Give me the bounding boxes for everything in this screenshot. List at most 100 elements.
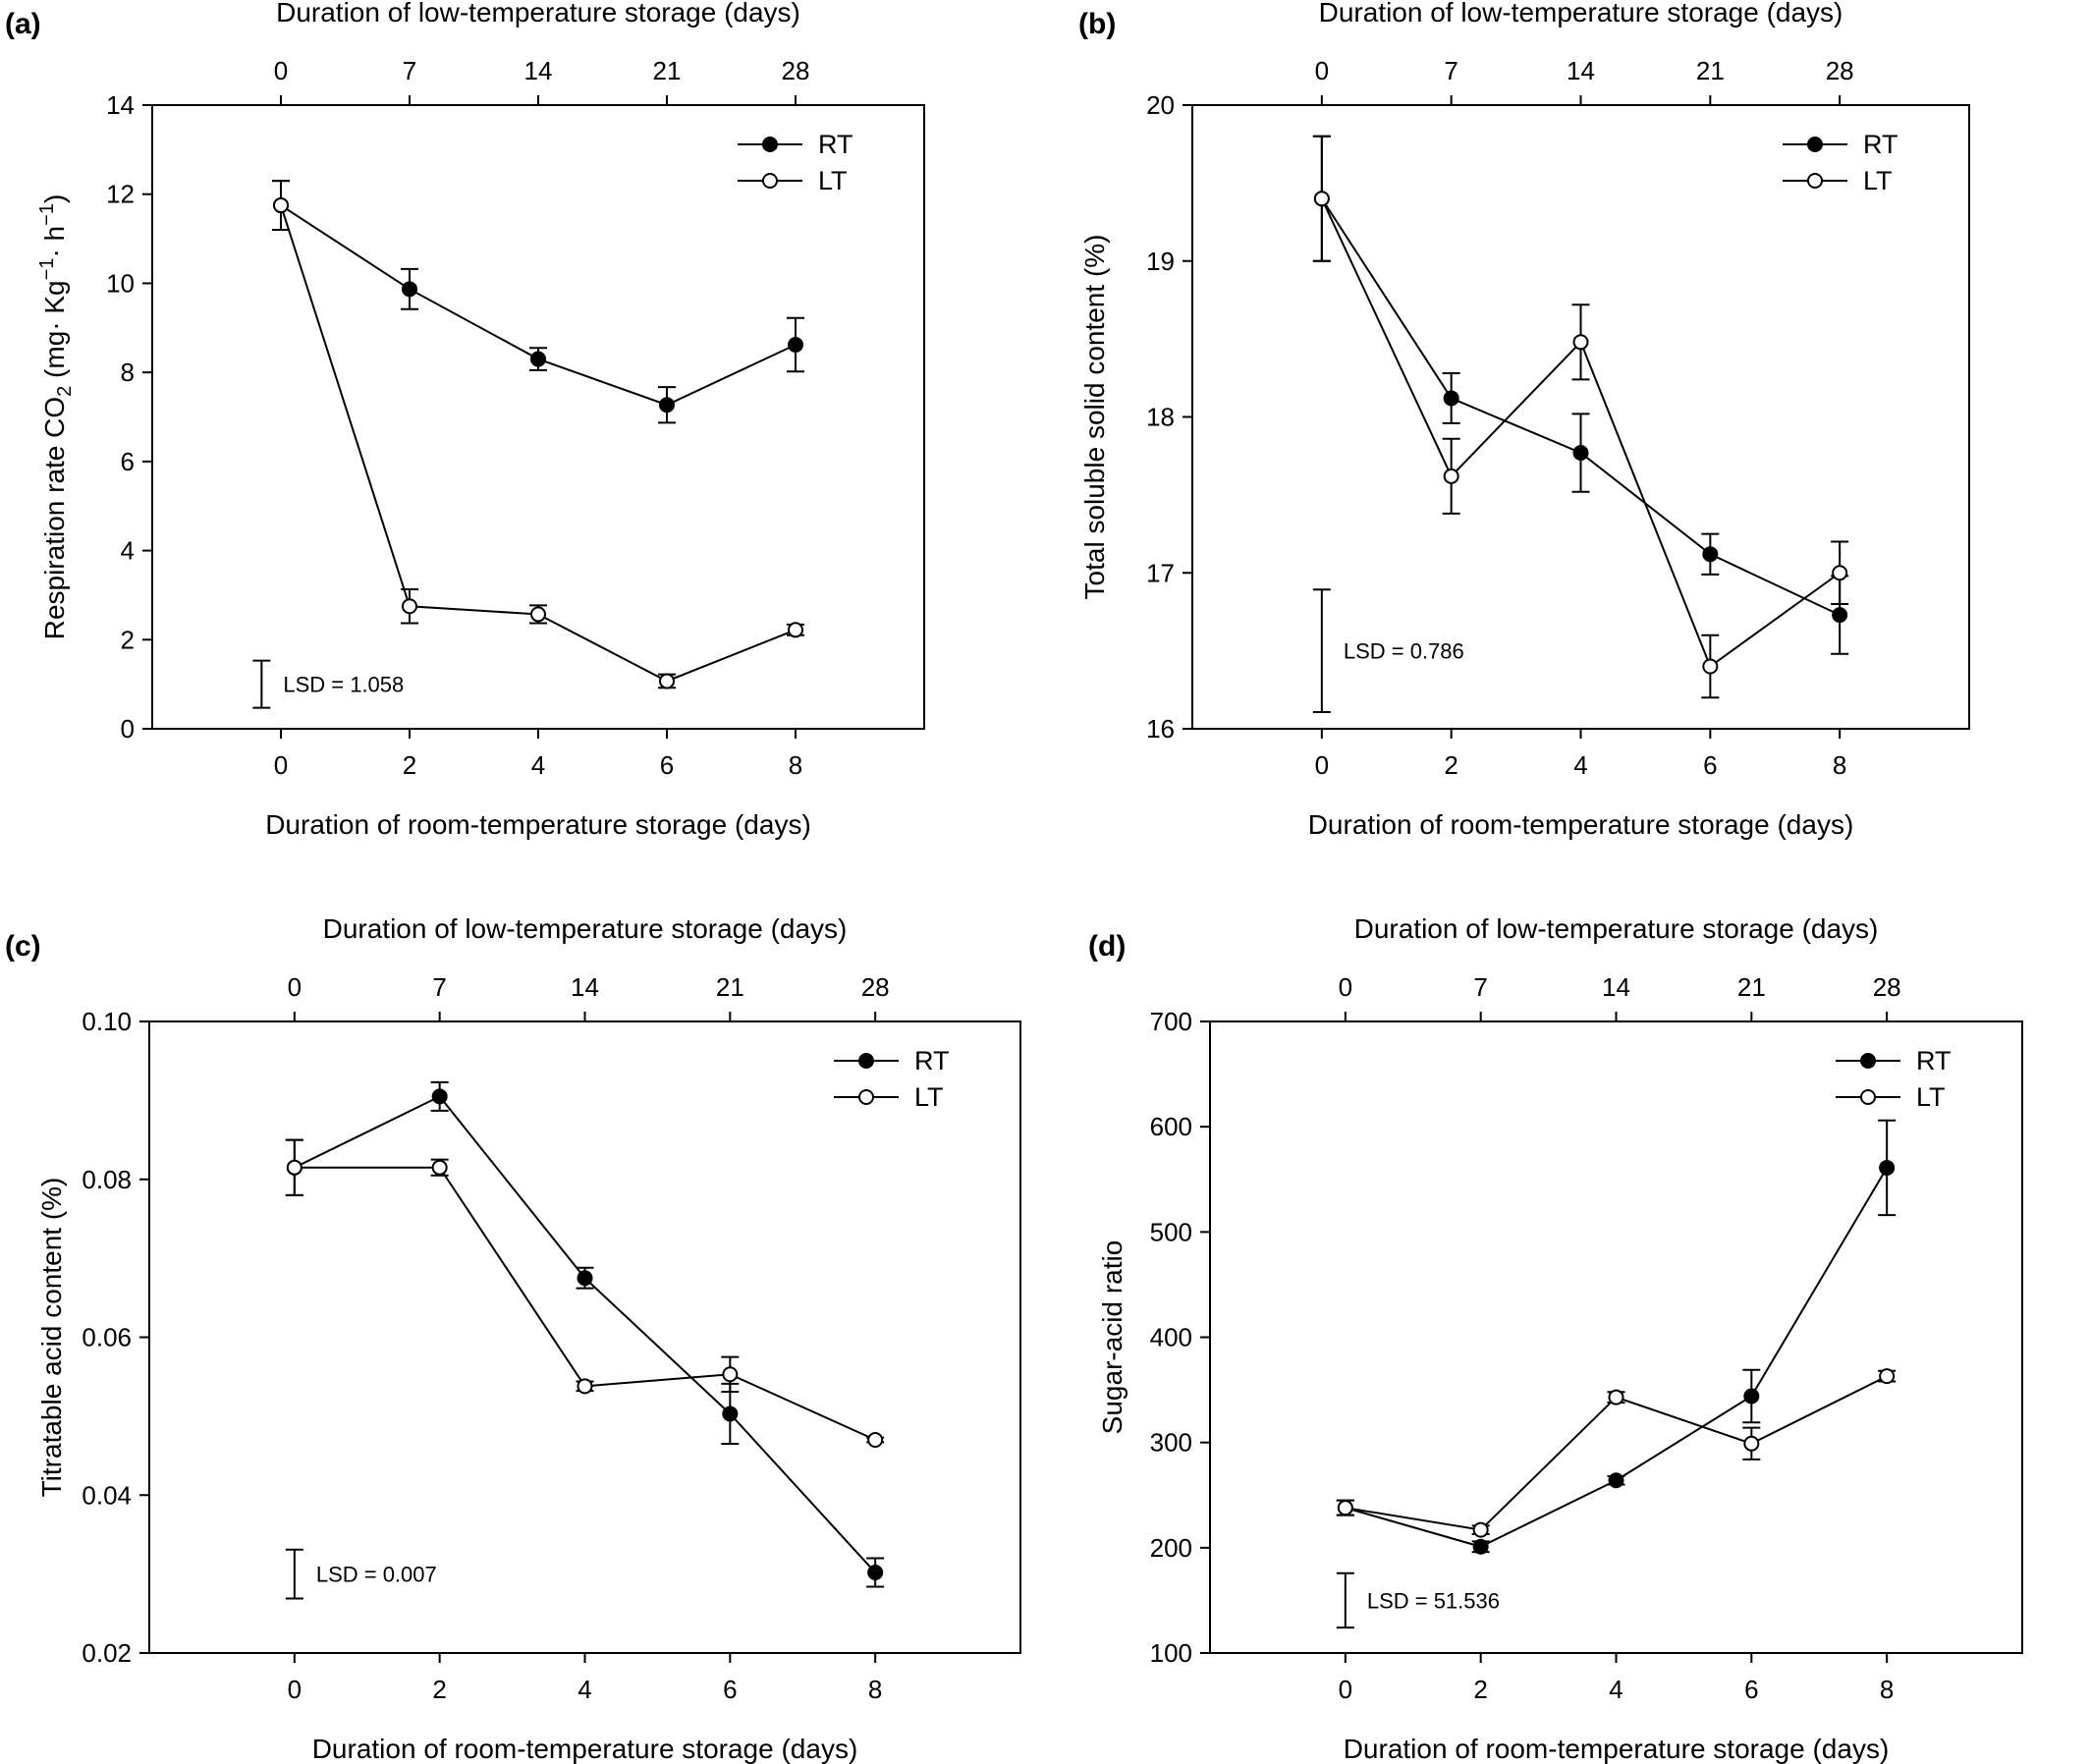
top-tick-label: 21: [653, 56, 682, 85]
x-tick-label: 0: [1315, 750, 1329, 780]
x-tick-label: 8: [868, 1675, 882, 1704]
y-axis-title-part: −1: [36, 258, 58, 281]
y-tick-label: 100: [1150, 1638, 1192, 1668]
chart-panel-d: (d) Duration of low-temperature storage (…: [1088, 913, 2023, 1764]
legend-label-rt: RT: [818, 130, 853, 159]
series-line-lt: [294, 1166, 876, 1441]
top-tick-label: 28: [861, 972, 890, 1002]
top-axis-title: Duration of low-temperature storage (day…: [1354, 913, 1879, 944]
y-tick-label: 0.08: [82, 1165, 132, 1194]
y-axis-title: Sugar-acid ratio: [1097, 1240, 1128, 1435]
y-tick-label: 16: [1146, 714, 1175, 744]
lsd-label: LSD = 1.058: [283, 673, 404, 697]
y-tick-label: 300: [1150, 1428, 1192, 1458]
top-tick-label: 21: [1737, 972, 1766, 1002]
data-point-lt: [1313, 191, 1330, 207]
data-point-lt: [867, 1431, 884, 1448]
data-point-lt: [659, 673, 675, 689]
data-point-rt: [1832, 607, 1848, 624]
x-tick-label: 6: [1703, 750, 1717, 780]
y-axis-title: Respiration rate CO2 (mg· Kg−1· h−1): [36, 194, 76, 640]
y-axis-title-part: (mg· Kg: [39, 280, 70, 385]
data-point-rt: [1702, 546, 1719, 563]
panel-letter: (b): [1078, 8, 1116, 40]
y-tick-label: 10: [106, 268, 135, 298]
top-tick-label: 0: [274, 56, 288, 85]
top-tick-label: 14: [1567, 56, 1595, 85]
y-axis-title: Titratable acid content (%): [36, 1178, 67, 1498]
x-tick-label: 8: [789, 750, 802, 780]
x-tick-label: 2: [403, 750, 416, 780]
series-line-rt: [280, 204, 797, 407]
y-tick-label: 500: [1150, 1217, 1192, 1246]
y-tick-label: 0.04: [82, 1480, 132, 1510]
legend-label-rt: RT: [1916, 1046, 1952, 1075]
data-point-rt: [1572, 445, 1589, 462]
top-tick-label: 7: [1444, 56, 1458, 85]
data-point-rt: [659, 397, 675, 413]
y-tick-label: 8: [121, 358, 135, 387]
legend-label-rt: RT: [1863, 130, 1898, 159]
x-tick-label: 6: [1744, 1675, 1758, 1704]
y-tick-label: 700: [1150, 1007, 1192, 1036]
y-tick-label: 12: [106, 180, 135, 209]
x-tick-label: 2: [1473, 1675, 1487, 1704]
x-tick-label: 2: [1444, 750, 1458, 780]
y-tick-label: 0.10: [82, 1007, 132, 1036]
data-point-lt: [530, 606, 546, 623]
legend-marker: [762, 173, 778, 189]
x-axis-title: Duration of room-temperature storage (da…: [1344, 1734, 1890, 1764]
data-point-rt: [1743, 1388, 1760, 1405]
y-tick-label: 600: [1150, 1112, 1192, 1141]
top-tick-label: 14: [1602, 972, 1630, 1002]
plot-frame: [148, 1020, 1021, 1654]
x-tick-label: 0: [1339, 1675, 1352, 1704]
data-point-lt: [1337, 1500, 1353, 1516]
y-axis-title-part: Sugar-acid ratio: [1097, 1240, 1128, 1435]
data-point-lt: [1702, 658, 1719, 675]
data-point-rt: [431, 1088, 448, 1105]
y-axis-title-part: Titratable acid content (%): [36, 1178, 67, 1498]
y-axis-title-part: Respiration rate CO: [39, 397, 70, 639]
y-axis-title-part: −1: [36, 203, 58, 226]
y-tick-label: 6: [121, 447, 135, 476]
top-tick-label: 7: [1473, 972, 1487, 1002]
data-point-lt: [1443, 468, 1459, 484]
x-tick-label: 6: [660, 750, 674, 780]
data-point-rt: [402, 281, 417, 298]
legend-label-lt: LT: [1863, 166, 1893, 195]
y-tick-label: 17: [1146, 558, 1175, 587]
data-point-lt: [273, 197, 289, 214]
top-axis-title: Duration of low-temperature storage (day…: [276, 0, 800, 28]
top-tick-label: 7: [432, 972, 446, 1002]
legend-marker: [858, 1089, 874, 1105]
legend-marker: [1860, 1053, 1876, 1069]
x-tick-label: 4: [1609, 1675, 1622, 1704]
legend-label-rt: RT: [914, 1046, 950, 1075]
top-axis-title: Duration of low-temperature storage (day…: [323, 913, 848, 944]
y-tick-label: 14: [106, 90, 135, 120]
lsd-label: LSD = 0.786: [1344, 639, 1464, 664]
data-point-rt: [1608, 1472, 1624, 1489]
legend-marker: [858, 1053, 874, 1069]
data-point-lt: [431, 1159, 448, 1176]
legend-label-lt: LT: [1916, 1082, 1946, 1112]
y-tick-label: 400: [1150, 1323, 1192, 1352]
data-point-rt: [788, 337, 803, 354]
y-axis-title-part: · h: [39, 226, 70, 258]
y-tick-label: 2: [121, 625, 135, 654]
chart-panel-b: (b) Duration of low-temperature storage (…: [1078, 0, 1970, 840]
top-tick-label: 0: [1315, 56, 1329, 85]
panel-letter: (c): [5, 930, 41, 963]
data-point-lt: [722, 1366, 739, 1383]
legend-marker: [1860, 1089, 1876, 1105]
data-point-lt: [402, 598, 417, 615]
chart-panel-a: (a) Duration of low-temperature storage (…: [5, 0, 925, 840]
top-tick-label: 21: [716, 972, 744, 1002]
data-point-lt: [1743, 1435, 1760, 1452]
x-axis-title: Duration of room-temperature storage (da…: [312, 1734, 858, 1764]
x-tick-label: 4: [1573, 750, 1587, 780]
data-point-lt: [1608, 1389, 1624, 1406]
y-tick-label: 0.02: [82, 1638, 132, 1668]
lsd-label: LSD = 51.536: [1367, 1588, 1500, 1613]
